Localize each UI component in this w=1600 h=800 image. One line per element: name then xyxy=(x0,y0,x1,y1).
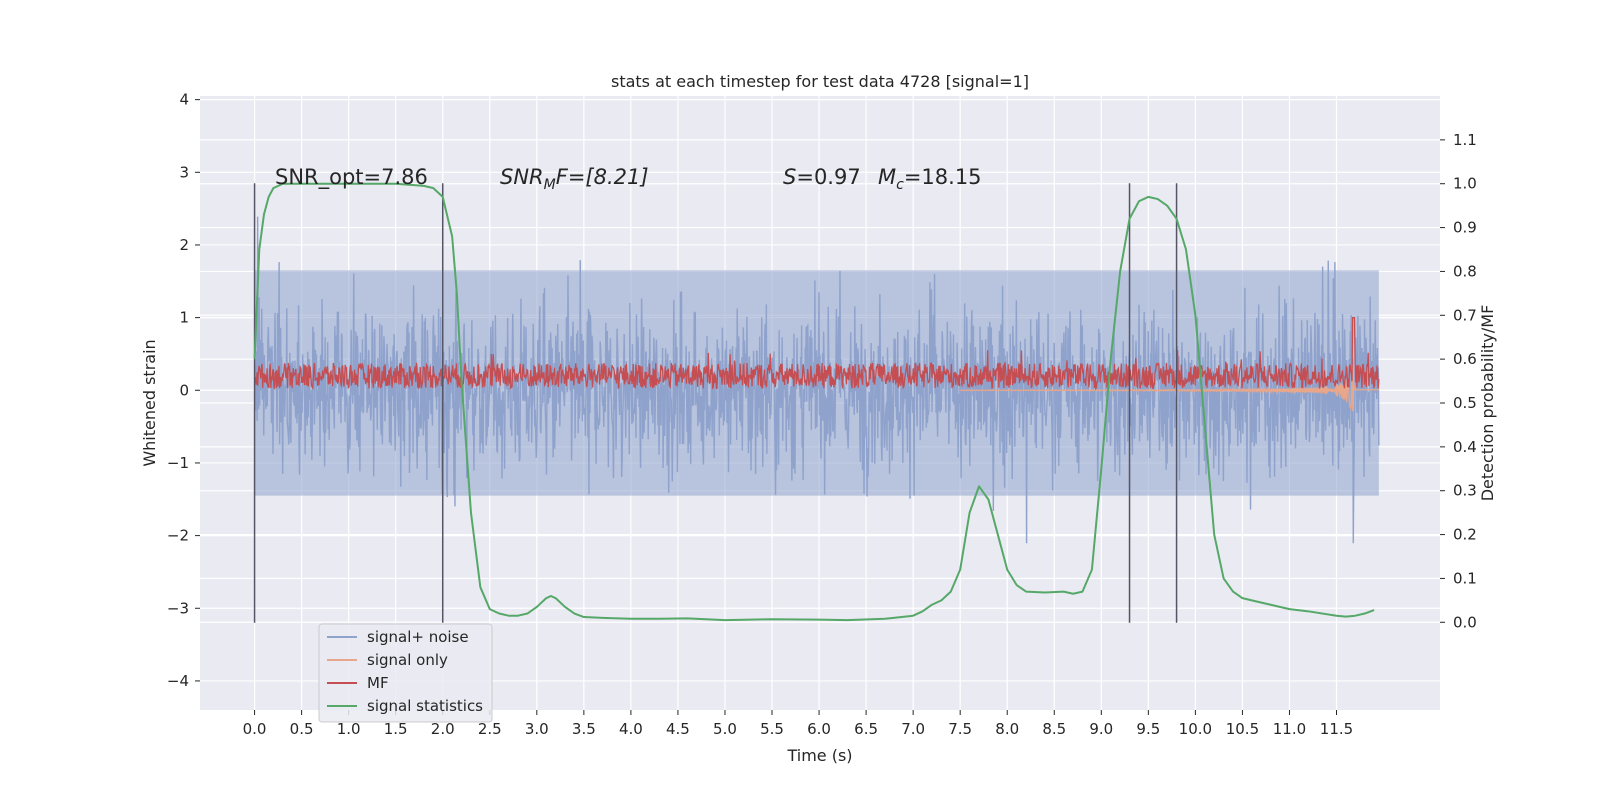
x-tick-label-20: 10.0 xyxy=(1179,720,1212,738)
x-tick-label-14: 7.0 xyxy=(901,720,925,738)
yr-tick-label-2: 0.9 xyxy=(1453,219,1477,237)
x-tick-label-10: 5.0 xyxy=(713,720,737,738)
x-tick-label-7: 3.5 xyxy=(572,720,596,738)
x-tick-label-5: 2.5 xyxy=(478,720,502,738)
chart-title: stats at each timestep for test data 472… xyxy=(611,72,1029,91)
x-tick-label-1: 0.5 xyxy=(290,720,314,738)
legend-box xyxy=(318,623,493,723)
x-tick-label-12: 6.0 xyxy=(807,720,831,738)
y-axis-right-label: Detection probability/MF xyxy=(1478,305,1497,502)
yr-tick-label-3: 0.8 xyxy=(1453,262,1477,280)
x-tick-label-22: 11.0 xyxy=(1273,720,1306,738)
y-axis-left-ticks: 4 3 2 1 0 −1 −2 −3 −4 xyxy=(167,91,200,690)
yl-tick-label-6: −2 xyxy=(167,527,189,545)
signal-statistics-line xyxy=(253,182,1375,622)
yr-tick-label-11: 0.0 xyxy=(1453,613,1477,631)
signal-only-series xyxy=(959,364,1379,411)
yl-tick-label-2: 2 xyxy=(179,236,189,254)
annotation-snr-opt: SNR_opt=7.86 xyxy=(275,165,428,190)
annotation-mc-main: M xyxy=(878,165,896,189)
x-tick-label-6: 3.0 xyxy=(525,720,549,738)
x-axis-ticks: 0.0 0.5 1.0 1.5 2.0 2.5 3.0 3.5 4.0 4.5 5.0 5.5 6.0 6… xyxy=(243,710,1353,738)
yr-tick-label-4: 0.7 xyxy=(1453,306,1477,324)
yr-tick-label-1: 1.0 xyxy=(1453,175,1477,193)
x-tick-label-4: 2.0 xyxy=(431,720,455,738)
x-tick-label-2: 1.0 xyxy=(337,720,361,738)
yl-tick-label-8: −4 xyxy=(167,672,189,690)
annotation-s-main: S xyxy=(783,165,796,189)
legend: signal+ noise signal only MF signal stat… xyxy=(318,623,493,723)
yr-tick-label-5: 0.6 xyxy=(1453,350,1477,368)
yr-tick-label-10: 0.1 xyxy=(1453,569,1477,587)
annotation-snr-mf-rest: F=[8.21] xyxy=(556,165,649,189)
yr-tick-label-8: 0.3 xyxy=(1453,482,1477,500)
yr-tick-label-0: 1.1 xyxy=(1453,131,1477,149)
legend-label-signal-statistics: signal statistics xyxy=(367,697,483,715)
x-tick-label-16: 8.0 xyxy=(995,720,1019,738)
x-tick-label-0: 0.0 xyxy=(243,720,267,738)
x-tick-label-15: 7.5 xyxy=(948,720,972,738)
legend-label-signal-only: signal only xyxy=(367,651,448,669)
x-tick-label-8: 4.0 xyxy=(619,720,643,738)
x-tick-label-19: 9.5 xyxy=(1136,720,1160,738)
yl-tick-label-0: 4 xyxy=(179,91,189,109)
x-tick-label-3: 1.5 xyxy=(384,720,408,738)
annotation-mc: Mc=18.15 xyxy=(878,165,982,193)
annotation-s-rest: =0.97 xyxy=(796,165,860,189)
x-tick-label-9: 4.5 xyxy=(666,720,690,738)
signal-noise-band xyxy=(254,270,1379,496)
yr-tick-label-6: 0.5 xyxy=(1453,394,1477,412)
vertical-lines xyxy=(253,183,1178,623)
annotation-snr-mf: SNRMF=[8.21] xyxy=(500,165,649,193)
annotation-s: S=0.97 xyxy=(783,165,861,189)
x-tick-label-11: 5.5 xyxy=(760,720,784,738)
yl-tick-label-7: −3 xyxy=(167,599,189,617)
x-tick-label-21: 10.5 xyxy=(1226,720,1259,738)
mf-series xyxy=(253,316,1380,391)
annotation-mc-sub: c xyxy=(896,177,904,193)
x-tick-label-17: 8.5 xyxy=(1042,720,1066,738)
x-tick-label-13: 6.5 xyxy=(854,720,878,738)
y-axis-left-label: Whitened strain xyxy=(140,339,159,466)
signal-statistics-series xyxy=(253,182,1375,622)
yr-tick-label-9: 0.2 xyxy=(1453,526,1477,544)
annotation-snr-mf-main: SNR xyxy=(500,165,544,189)
yl-tick-label-1: 3 xyxy=(179,163,189,181)
legend-label-signal-noise: signal+ noise xyxy=(367,628,469,646)
yr-tick-label-7: 0.4 xyxy=(1453,438,1477,456)
signal-only-line xyxy=(959,364,1379,411)
yl-tick-label-5: −1 xyxy=(167,454,189,472)
mf-line xyxy=(253,316,1380,391)
x-axis-label: Time (s) xyxy=(786,746,852,765)
x-tick-label-18: 9.0 xyxy=(1089,720,1113,738)
annotation-mc-rest: =18.15 xyxy=(904,165,982,189)
annotation-snr-mf-sub: M xyxy=(544,177,556,193)
y-axis-right-ticks: 1.1 1.0 0.9 0.8 0.7 0.6 0.5 0.4 0.3 0.2 0.1 0.0 xyxy=(1440,131,1477,631)
yl-tick-label-3: 1 xyxy=(179,309,189,327)
legend-label-mf: MF xyxy=(367,674,389,692)
yl-tick-label-4: 0 xyxy=(179,381,189,399)
x-tick-label-23: 11.5 xyxy=(1320,720,1353,738)
